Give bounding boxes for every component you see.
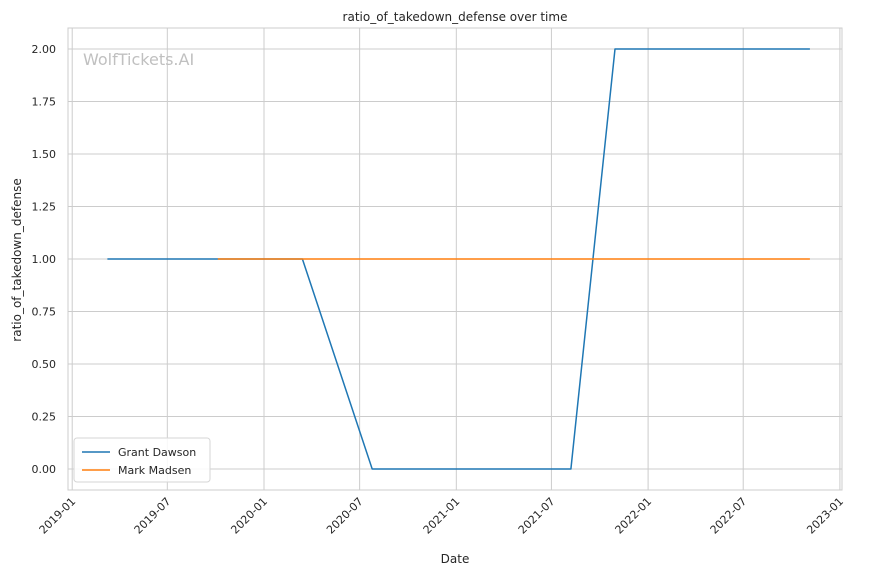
x-tick-label: 2022-07 [708, 495, 750, 537]
y-axis-label: ratio_of_takedown_defense [10, 178, 24, 341]
legend-entry: Grant Dawson [118, 446, 196, 459]
x-tick-label: 2022-01 [613, 495, 655, 537]
y-tick-label: 1.25 [32, 201, 57, 214]
legend: Grant Dawson Mark Madsen [73, 437, 211, 483]
x-axis-label: Date [441, 552, 470, 566]
y-tick-label: 1.00 [32, 253, 57, 266]
watermark: WolfTickets.AI [83, 50, 194, 69]
y-tick-label: 1.50 [32, 148, 57, 161]
x-tick-label: 2019-01 [37, 495, 79, 537]
x-tick-label: 2023-01 [804, 495, 846, 537]
x-tick-label: 2020-01 [228, 495, 270, 537]
legend-entry: Mark Madsen [118, 464, 191, 477]
chart-title: ratio_of_takedown_defense over time [343, 10, 568, 24]
y-tick-label: 1.75 [32, 96, 57, 109]
y-tick-label: 0.00 [32, 463, 57, 476]
x-tick-label: 2020-07 [324, 495, 366, 537]
series-lines [107, 48, 810, 470]
x-tick-label: 2021-01 [421, 495, 463, 537]
y-tick-label: 2.00 [32, 43, 57, 56]
x-tick-label: 2021-07 [516, 495, 558, 537]
y-tick-label: 0.50 [32, 358, 57, 371]
legend-box [73, 437, 211, 483]
x-tick-label: 2019-07 [132, 495, 174, 537]
y-tick-label: 0.25 [32, 411, 57, 424]
y-tick-label: 0.75 [32, 306, 57, 319]
